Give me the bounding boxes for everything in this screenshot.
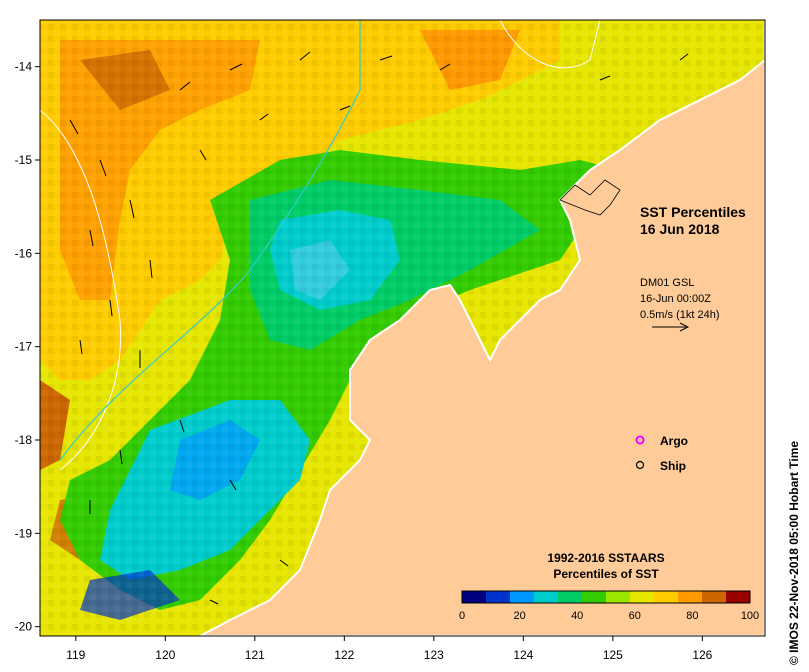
colorbar-swatch xyxy=(534,591,559,603)
isobath-line xyxy=(40,109,122,471)
lat-tick-label: -17 xyxy=(15,340,33,354)
current-time: 16-Jun 00:00Z xyxy=(640,293,711,305)
colorbar-tick-label: 0 xyxy=(459,610,465,622)
legend: Argo Ship xyxy=(635,434,688,473)
lat-tick-label: -14 xyxy=(15,60,33,74)
longitude-axis: 119 120 121 122 123 124 125 126 xyxy=(66,636,713,662)
map-date: 16 Jun 2018 xyxy=(640,221,720,237)
lon-tick-label: 125 xyxy=(603,648,623,662)
lat-tick-label: -19 xyxy=(15,526,33,540)
colorbar-tick-label: 100 xyxy=(741,610,759,622)
colorbar-swatch xyxy=(582,591,607,603)
current-source: DM01 GSL xyxy=(640,277,694,289)
lon-tick-label: 121 xyxy=(245,648,265,662)
lat-tick-label: -18 xyxy=(15,433,33,447)
lat-tick-label: -20 xyxy=(15,620,33,634)
colorbar-ticks: 0 20 40 60 80 100 xyxy=(459,610,759,622)
lon-tick-label: 124 xyxy=(513,648,533,662)
colorbar-tick-label: 60 xyxy=(629,610,641,622)
lon-tick-label: 120 xyxy=(155,648,175,662)
argo-marker-icon xyxy=(635,435,645,445)
current-scale: 0.5m/s (1kt 24h) xyxy=(640,309,719,321)
colorbar xyxy=(461,590,751,604)
lon-tick-label: 123 xyxy=(424,648,444,662)
lon-tick-label: 119 xyxy=(66,648,85,662)
colorbar-outline xyxy=(461,590,751,604)
colorbar-swatch xyxy=(678,591,703,603)
colorbar-swatch xyxy=(510,591,535,603)
map-title: SST Percentiles xyxy=(640,204,746,220)
colorbar-swatch xyxy=(462,591,487,603)
colorbar-swatch xyxy=(630,591,655,603)
colorbar-swatch xyxy=(726,591,751,603)
lon-tick-label: 122 xyxy=(334,648,354,662)
scale-arrow-icon xyxy=(652,322,690,332)
colorbar-swatch xyxy=(702,591,727,603)
latitude-axis: -14 -15 -16 -17 -18 -19 -20 xyxy=(15,60,40,634)
colorbar-swatch xyxy=(606,591,631,603)
map-area xyxy=(40,20,765,636)
colorbar-tick-label: 40 xyxy=(571,610,583,622)
colorbar-swatch xyxy=(486,591,511,603)
credit-text: © IMOS 22-Nov-2018 05:00 Hobart Time xyxy=(787,441,801,665)
legend-argo: Argo xyxy=(660,434,688,448)
lon-tick-label: 126 xyxy=(692,648,712,662)
current-vectors xyxy=(69,51,689,605)
colorbar-subtitle: Percentiles of SST xyxy=(553,567,659,581)
isobath-line xyxy=(499,20,601,69)
coastline-islands xyxy=(559,179,621,216)
legend-ship: Ship xyxy=(660,459,686,473)
lat-tick-label: -15 xyxy=(15,153,33,167)
colorbar-title: 1992-2016 SSTAARS xyxy=(547,551,664,565)
lat-tick-label: -16 xyxy=(15,246,33,260)
colorbar-swatch xyxy=(558,591,583,603)
land-mass xyxy=(199,20,765,636)
colorbar-swatch xyxy=(654,591,679,603)
ship-marker-icon xyxy=(635,460,645,470)
colorbar-tick-label: 80 xyxy=(686,610,698,622)
isobath-line xyxy=(59,20,361,461)
colorbar-tick-label: 20 xyxy=(513,610,525,622)
map-frame xyxy=(39,19,766,637)
